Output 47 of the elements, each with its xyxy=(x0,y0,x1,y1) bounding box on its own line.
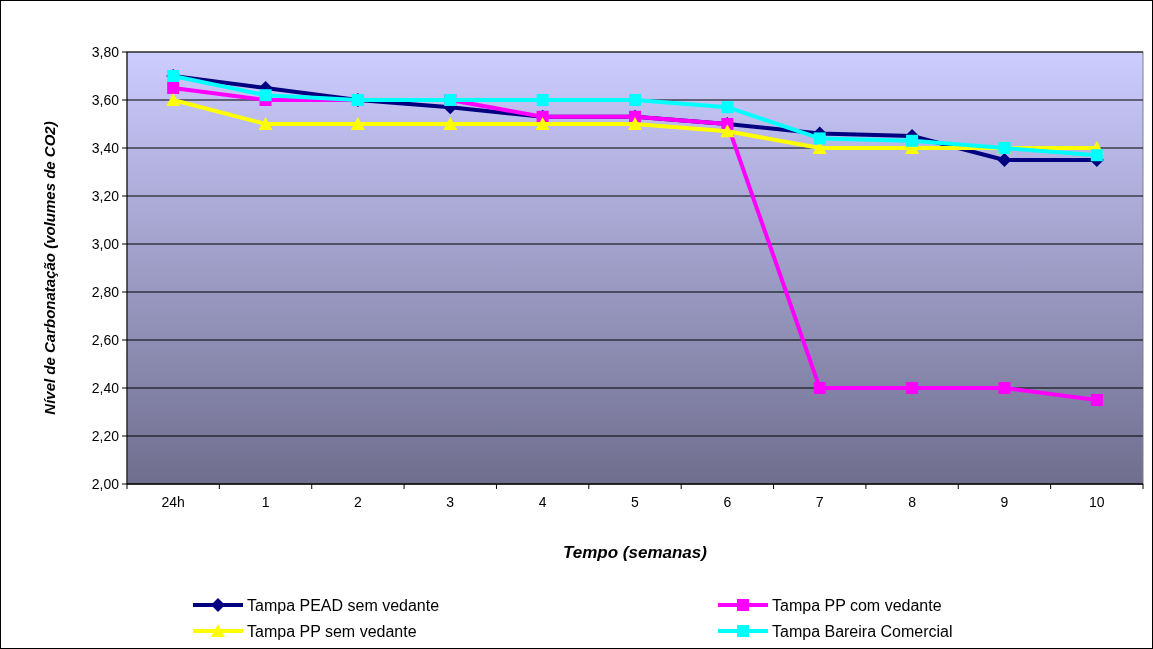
point xyxy=(259,89,272,102)
x-tick-label: 9 xyxy=(1000,494,1009,510)
y-tick-label: 3,40 xyxy=(91,139,120,156)
point xyxy=(350,117,365,130)
x-tick-label: 2 xyxy=(354,494,363,510)
point xyxy=(813,382,826,394)
y-tick-label: 3,20 xyxy=(91,187,120,204)
point xyxy=(721,101,734,114)
legend-label: Tampa Bareira Comercial xyxy=(772,622,953,640)
y-tick-label: 2,20 xyxy=(91,427,120,444)
point xyxy=(906,382,919,394)
point xyxy=(443,117,458,130)
legend-label: Tampa PP sem vedante xyxy=(247,622,417,640)
y-tick-label: 3,60 xyxy=(91,91,120,108)
x-tick-label: 24h xyxy=(161,494,185,510)
point xyxy=(167,82,180,94)
y-tick-label: 2,40 xyxy=(91,379,120,396)
x-tick-label: 5 xyxy=(631,494,640,510)
x-tick-label: 8 xyxy=(908,494,917,510)
y-tick-label: 2,80 xyxy=(91,283,120,300)
point xyxy=(997,153,1012,167)
y-tick-label: 3,00 xyxy=(91,235,120,252)
y-tick-label: 2,00 xyxy=(91,475,120,492)
point xyxy=(536,94,549,106)
point xyxy=(720,124,735,138)
x-tick-label: 10 xyxy=(1089,494,1105,510)
point xyxy=(906,134,919,147)
point xyxy=(1090,149,1103,162)
y-tick-label: 3,80 xyxy=(91,43,120,60)
point xyxy=(998,382,1011,394)
y-tick-label: 2,60 xyxy=(91,331,120,348)
x-tick-label: 4 xyxy=(538,494,547,510)
point xyxy=(628,117,642,130)
point xyxy=(1090,394,1103,406)
point xyxy=(535,117,550,130)
x-tick-label: 6 xyxy=(723,494,732,510)
x-tick-label: 3 xyxy=(446,494,455,510)
x-tick-label: 7 xyxy=(815,494,824,510)
point xyxy=(166,93,181,106)
point xyxy=(813,132,826,145)
x-axis-title: Tempo (semanas) xyxy=(563,543,708,562)
x-tick-label: 1 xyxy=(261,494,270,510)
legend-label: Tampa PP com vedante xyxy=(772,596,942,614)
point xyxy=(258,117,273,130)
legend-label: Tampa PEAD sem vedante xyxy=(247,596,440,614)
point xyxy=(629,94,641,106)
y-axis-title: Nível de Carbonatação (volumes de CO2) xyxy=(41,121,58,415)
